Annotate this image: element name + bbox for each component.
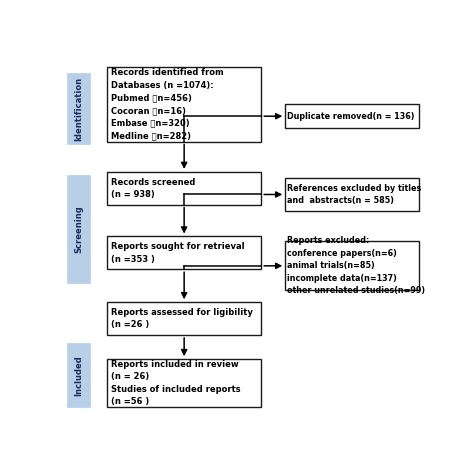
Text: Records screened
(n = 938): Records screened (n = 938) — [110, 178, 195, 199]
Text: Records identified from
Databases (n =1074):
Pubmed （n=456)
Cocoran （n=16)
Embas: Records identified from Databases (n =10… — [110, 68, 223, 140]
FancyBboxPatch shape — [107, 359, 261, 407]
FancyBboxPatch shape — [285, 104, 419, 128]
Text: Reports assessed for ligibility
(n =26 ): Reports assessed for ligibility (n =26 ) — [110, 308, 253, 329]
Text: Reports included in review
(n = 26)
Studies of included reports
(n =56 ): Reports included in review (n = 26) Stud… — [110, 360, 240, 406]
Text: Included: Included — [74, 355, 83, 396]
FancyBboxPatch shape — [107, 67, 261, 142]
FancyBboxPatch shape — [66, 73, 91, 145]
FancyBboxPatch shape — [285, 241, 419, 291]
Text: Identification: Identification — [74, 77, 83, 141]
FancyBboxPatch shape — [107, 172, 261, 205]
FancyBboxPatch shape — [66, 175, 91, 283]
Text: Screening: Screening — [74, 205, 83, 253]
Text: Reports excluded:
conference papers(n=6)
animal trials(n=85)
incomplete data(n=1: Reports excluded: conference papers(n=6)… — [287, 237, 426, 295]
Text: References excluded by titles
and  abstracts(n = 585): References excluded by titles and abstra… — [287, 184, 422, 205]
FancyBboxPatch shape — [107, 237, 261, 269]
Text: Reports sought for retrieval
(n =353 ): Reports sought for retrieval (n =353 ) — [110, 242, 244, 264]
Text: Duplicate removed(n = 136): Duplicate removed(n = 136) — [287, 112, 415, 121]
FancyBboxPatch shape — [285, 178, 419, 211]
FancyBboxPatch shape — [66, 343, 91, 407]
FancyBboxPatch shape — [107, 302, 261, 335]
